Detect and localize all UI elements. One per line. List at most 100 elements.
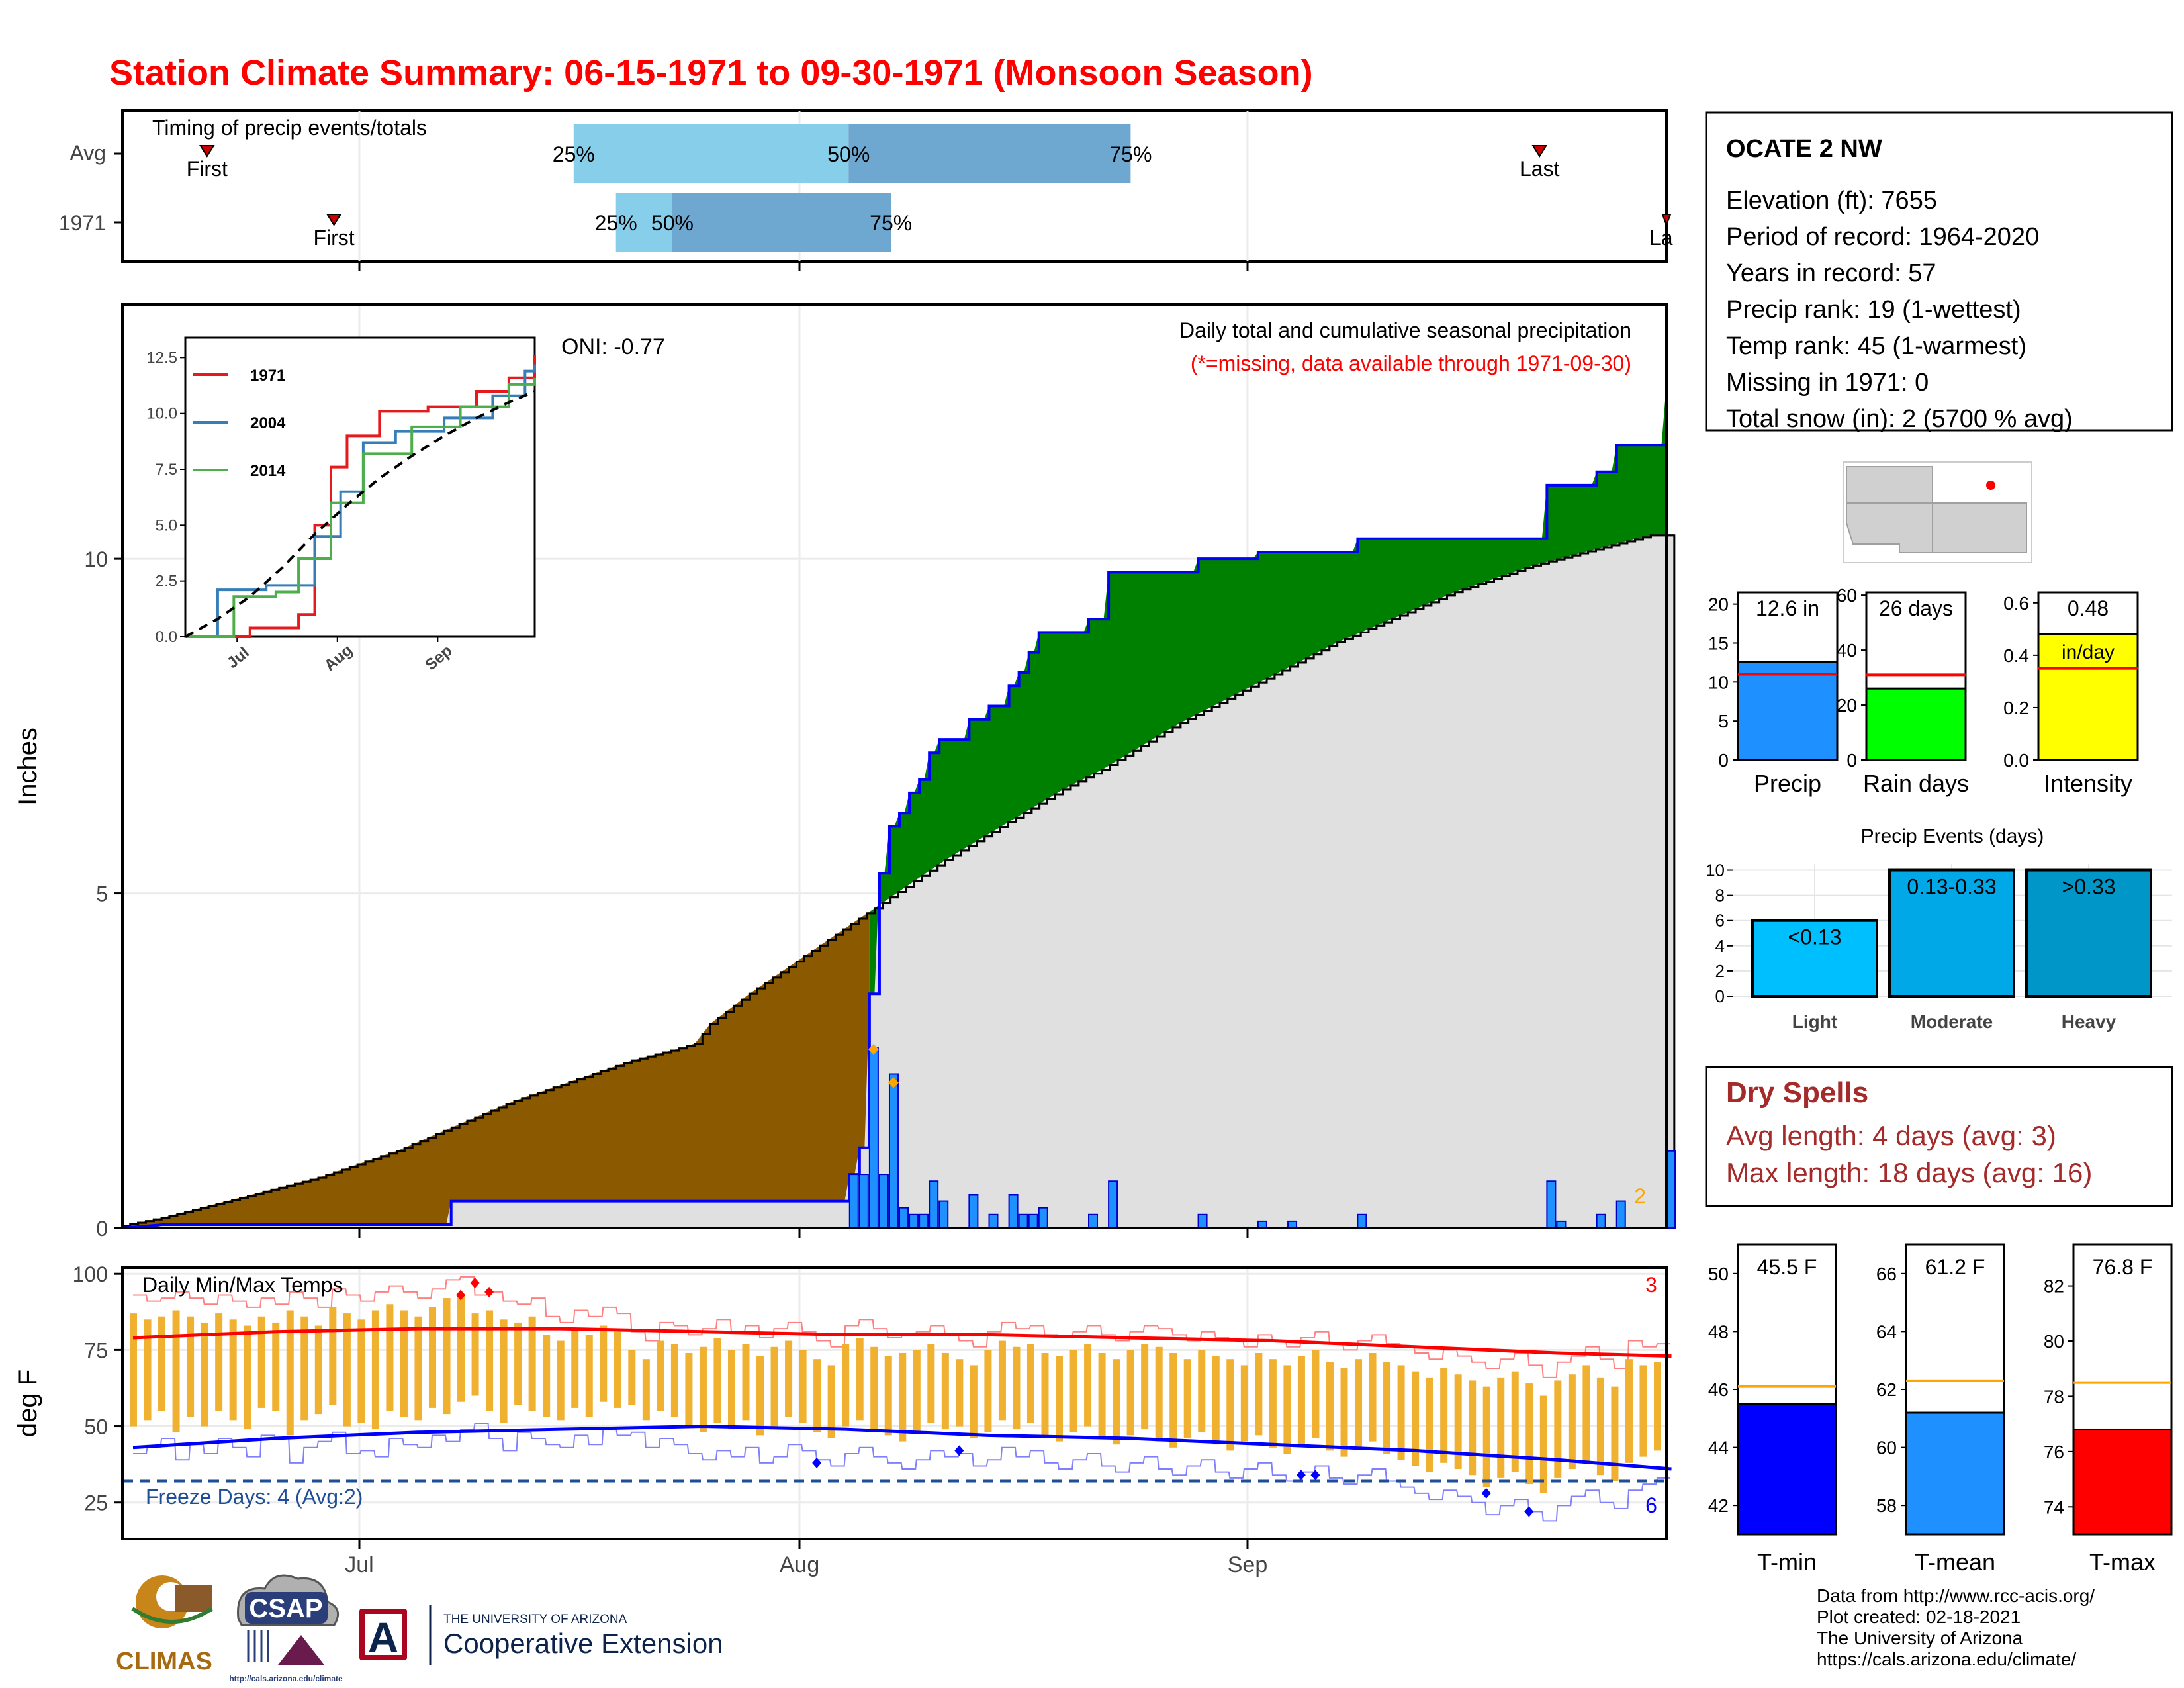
- summary-bar: [2037, 633, 2139, 761]
- daily-temp-bar: [941, 1352, 949, 1430]
- daily-temp-bar: [1397, 1365, 1405, 1460]
- csap-logo: CSAP http://cals.arizona.edu/climate: [229, 1574, 343, 1683]
- ua-logo: A THE UNIVERSITY OF ARIZONA Cooperative …: [359, 1605, 723, 1665]
- timing-row-label-year: 1971: [59, 211, 106, 235]
- daily-temp-bar: [713, 1337, 721, 1423]
- events-y-tick-label: 10: [1706, 861, 1725, 880]
- daily-temp-bar: [229, 1319, 237, 1421]
- daily-temp-bar: [1269, 1359, 1277, 1448]
- month-label: Jul: [345, 1552, 373, 1577]
- temp-summary-tick-label: 76: [2044, 1442, 2064, 1462]
- ua-name: THE UNIVERSITY OF ARIZONA: [443, 1613, 627, 1626]
- daily-temp-bar: [670, 1344, 678, 1417]
- daily-precip-bar: [1038, 1207, 1048, 1229]
- events-y-tick-label: 4: [1715, 936, 1725, 956]
- temp-summary-bars: 42 44 46 48 50 45.5 F T-min 58 60 62 64 66 61.2 F T-m…: [1708, 1243, 2173, 1575]
- daily-temp-bar: [314, 1325, 322, 1415]
- daily-temp-bar: [1412, 1371, 1420, 1466]
- daily-temp-bar: [343, 1313, 351, 1427]
- climas-logo: CLIMAS: [116, 1575, 213, 1675]
- footer-credit-line: The University of Arizona: [1817, 1628, 2023, 1648]
- daily-temp-bar: [1383, 1362, 1391, 1454]
- daily-temp-bar: [685, 1352, 693, 1427]
- daily-temp-bar: [984, 1350, 992, 1432]
- precip-event-bar: [1751, 919, 1878, 998]
- inset-y-tick-label: 2.5: [156, 573, 177, 590]
- daily-temp-bar: [1297, 1356, 1305, 1445]
- daily-temp-bar: [286, 1310, 294, 1436]
- daily-precip-bar: [929, 1180, 939, 1229]
- dry-spells-box: Dry Spells Avg length: 4 days (avg: 3) M…: [1705, 1066, 2173, 1207]
- daily-precip-bar: [848, 1174, 859, 1229]
- daily-temp-bar: [742, 1344, 750, 1421]
- daily-temp-bar: [386, 1304, 394, 1411]
- month-label: Sep: [1228, 1552, 1268, 1577]
- y-tick-label: 25: [84, 1491, 108, 1515]
- daily-temp-bar: [699, 1346, 707, 1432]
- daily-temp-bar: [1596, 1377, 1604, 1476]
- daily-temp-bar: [201, 1322, 208, 1427]
- daily-temp-bar: [471, 1313, 479, 1396]
- summary-bar: [1737, 661, 1839, 761]
- daily-temp-bar: [1212, 1356, 1220, 1445]
- csap-logo-text: CSAP: [249, 1594, 322, 1623]
- daily-temp-bar: [172, 1310, 180, 1432]
- daily-temp-bar: [514, 1322, 522, 1405]
- record-high-marker: [484, 1286, 494, 1297]
- snow-day-count: 2: [1634, 1184, 1646, 1208]
- daily-precip-bar: [899, 1207, 909, 1229]
- record-low-marker: [1481, 1487, 1491, 1499]
- daily-temp-bar: [899, 1352, 907, 1442]
- summary-bar-tick-label: 0: [1718, 750, 1729, 771]
- first-event-marker: [326, 214, 342, 226]
- summary-bar-label: Rain days: [1863, 770, 1969, 797]
- daily-temp-bar: [1426, 1377, 1433, 1472]
- summary-bar-value: 12.6 in: [1756, 596, 1819, 620]
- daily-temp-bar: [571, 1329, 579, 1408]
- timing-p50-label: 50%: [651, 211, 694, 235]
- daily-temp-bar: [813, 1359, 821, 1432]
- daily-temp-bar: [244, 1325, 251, 1430]
- daily-temp-bar: [300, 1316, 308, 1421]
- precip-missing-note: (*=missing, data available through 1971-…: [1191, 352, 1631, 375]
- daily-temp-bar: [187, 1316, 195, 1417]
- daily-temp-bar: [1098, 1352, 1106, 1438]
- summary-bar-tick-label: 5: [1718, 711, 1729, 731]
- daily-temp-bar: [371, 1310, 379, 1430]
- daily-precip-bar: [868, 1047, 879, 1229]
- station-info-line: Total snow (in): 2 (5700 % avg): [1726, 405, 2073, 433]
- temp-summary-bar: [1737, 1403, 1837, 1536]
- y-tick-label: 10: [84, 547, 108, 571]
- temp-summary-value: 61.2 F: [1925, 1255, 1985, 1279]
- daily-precip-bar: [1028, 1213, 1038, 1229]
- season-summary-bars: 0 5 10 15 20 12.6 in Precip 0 20 40 60 26 days Rain …: [1708, 585, 2139, 797]
- daily-temp-bar: [1469, 1380, 1477, 1476]
- daily-temp-bar: [1283, 1365, 1291, 1454]
- daily-temp-bar: [500, 1319, 508, 1423]
- temp-summary-tick-label: 44: [1708, 1438, 1729, 1458]
- temp-summary-bar: [1905, 1411, 2005, 1536]
- daily-precip-bar: [878, 1174, 889, 1229]
- temp-summary-label: T-max: [2089, 1548, 2156, 1575]
- summary-bar-label: Intensity: [2044, 770, 2132, 797]
- temp-summary-label: T-mean: [1915, 1548, 1995, 1575]
- temp-y-label: deg F: [13, 1370, 42, 1437]
- events-y-tick-label: 0: [1715, 986, 1725, 1006]
- daily-temp-bar: [1369, 1352, 1377, 1442]
- daily-temp-bar: [1582, 1365, 1590, 1463]
- temp-panel: 25 50 75 100 Jul Aug Sep deg F Daily Min/Max …: [13, 1228, 1672, 1577]
- surplus-area: [869, 385, 1666, 994]
- station-info-line: Elevation (ft): 7655: [1726, 187, 1937, 214]
- temp-summary-label: T-min: [1757, 1548, 1817, 1575]
- inset-y-tick-label: 0.0: [156, 628, 177, 646]
- timing-p75-label: 75%: [870, 211, 912, 235]
- temp-summary-tick-label: 66: [1876, 1264, 1897, 1284]
- inset-legend-label: 1971: [250, 367, 285, 385]
- inset-average-line: [185, 390, 535, 638]
- temp-summary-tick-label: 60: [1876, 1438, 1897, 1458]
- precip-event-range: 0.13-0.33: [1907, 875, 1996, 899]
- temp-summary-tick-label: 82: [2044, 1276, 2064, 1297]
- first-event-label: First: [313, 226, 354, 250]
